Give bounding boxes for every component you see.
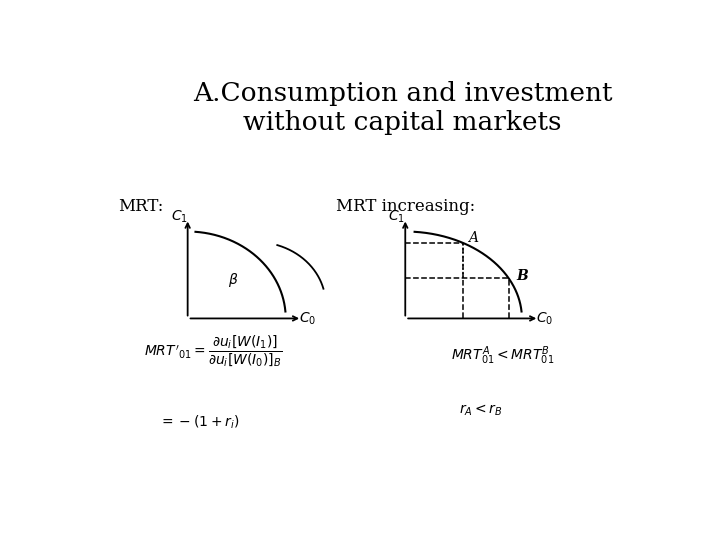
- Text: $\beta$: $\beta$: [228, 271, 238, 289]
- Text: $= -(1+r_i)$: $= -(1+r_i)$: [158, 414, 239, 431]
- Text: $C_0$: $C_0$: [536, 310, 554, 327]
- Text: $r_A < r_B$: $r_A < r_B$: [459, 402, 503, 417]
- Text: $MRT^A_{01} < MRT^B_{01}$: $MRT^A_{01} < MRT^B_{01}$: [451, 345, 554, 367]
- Text: $MRT'_{01} = \dfrac{\partial u_i[W(I_1)]}{\partial u_i[W(I_0)]_B}$: $MRT'_{01} = \dfrac{\partial u_i[W(I_1)]…: [143, 334, 282, 369]
- Text: $C_0$: $C_0$: [299, 310, 316, 327]
- Text: $C_1$: $C_1$: [388, 208, 405, 225]
- Text: $C_1$: $C_1$: [171, 208, 188, 225]
- Text: A.Consumption and investment
without capital markets: A.Consumption and investment without cap…: [193, 82, 612, 136]
- Text: B: B: [517, 269, 528, 283]
- Text: MRT increasing:: MRT increasing:: [336, 198, 474, 215]
- Text: MRT:: MRT:: [118, 198, 163, 215]
- Text: A: A: [468, 231, 478, 245]
